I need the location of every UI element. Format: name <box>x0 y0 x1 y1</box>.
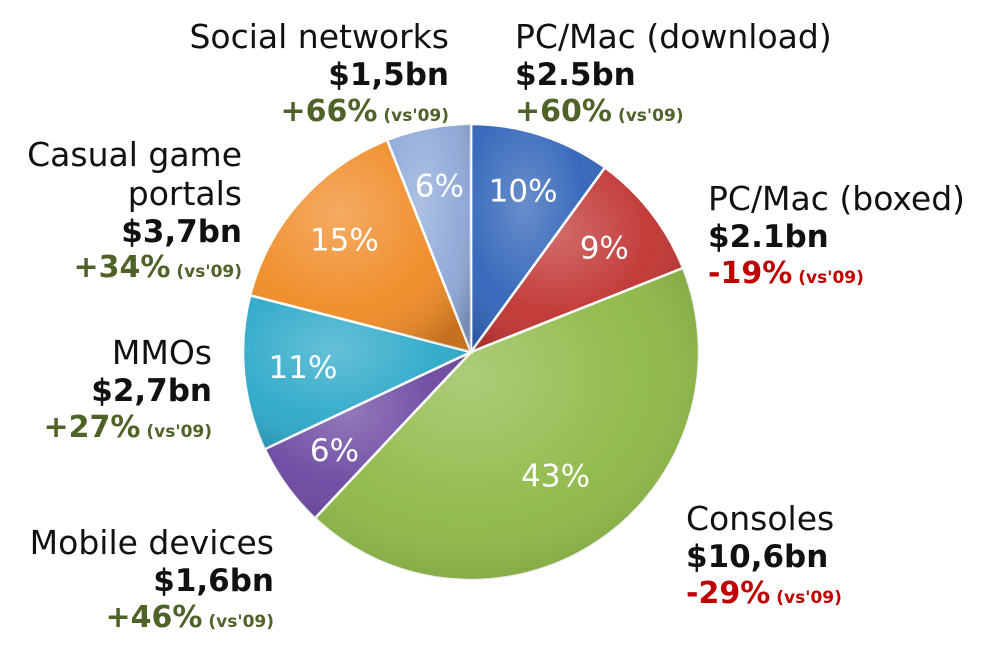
label-change: +34% (vs'09) <box>73 250 242 286</box>
label-name-line2: portals <box>127 173 242 213</box>
slice-percent-label: 15% <box>310 222 379 258</box>
pie-slice-shading <box>471 124 606 352</box>
slice-percent-label: 9% <box>580 231 629 267</box>
label-revenue: $2.1bn <box>708 218 829 255</box>
slice-percent-label: 43% <box>521 459 590 495</box>
pie-slice-shading <box>314 268 699 580</box>
label-revenue: $2.5bn <box>515 56 636 93</box>
label-mobile-devices: Mobile devices $1,6bn +46% (vs'09) <box>29 523 274 635</box>
pie-slice-shading <box>264 352 471 519</box>
label-revenue: $2,7bn <box>91 372 212 409</box>
label-name: Consoles <box>686 499 835 538</box>
label-revenue: $1,6bn <box>153 562 274 599</box>
label-change: +27% (vs'09) <box>43 409 212 445</box>
label-name: Social networks <box>189 17 449 56</box>
pie-slice-shading <box>250 140 471 352</box>
label-casual-game-portals: Casual game portals $3,7bn +34% (vs'09) <box>27 135 242 286</box>
label-name: PC/Mac (download) <box>515 17 832 56</box>
label-social-networks: Social networks $1,5bn +66% (vs'09) <box>189 17 449 129</box>
label-revenue: $1,5bn <box>328 56 449 93</box>
label-consoles: Consoles $10,6bn -29% (vs'09) <box>686 499 842 611</box>
label-change: -29% (vs'09) <box>686 575 842 611</box>
label-change: -19% (vs'09) <box>708 255 864 291</box>
label-change: +66% (vs'09) <box>280 93 449 129</box>
label-mmos: MMOs $2,7bn +27% (vs'09) <box>43 333 212 445</box>
label-pc-mac-boxed: PC/Mac (boxed) $2.1bn -19% (vs'09) <box>708 179 966 291</box>
label-pc-mac-download: PC/Mac (download) $2.5bn +60% (vs'09) <box>515 17 832 129</box>
label-name: PC/Mac (boxed) <box>708 179 966 218</box>
label-name: MMOs <box>111 333 212 372</box>
label-change: +46% (vs'09) <box>105 599 274 635</box>
label-name: Mobile devices <box>29 523 274 562</box>
label-revenue: $3,7bn <box>121 213 242 250</box>
label-change: +60% (vs'09) <box>515 93 684 129</box>
label-name: Casual game <box>27 135 242 174</box>
pie-slice-shading <box>387 124 471 352</box>
pie-slice-shading <box>242 295 471 450</box>
slice-percent-label: 6% <box>415 168 464 204</box>
slice-percent-label: 6% <box>310 433 359 469</box>
slice-percent-label: 10% <box>489 174 558 210</box>
slice-percent-label: 11% <box>269 350 338 386</box>
label-revenue: $10,6bn <box>686 538 829 575</box>
pie-slice-shading <box>471 167 683 352</box>
